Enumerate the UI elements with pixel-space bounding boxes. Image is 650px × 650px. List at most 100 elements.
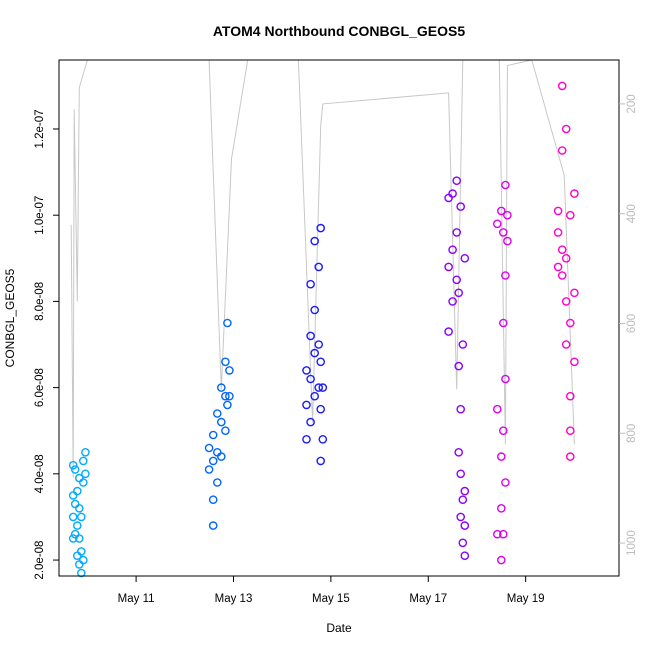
data-point bbox=[557, 271, 567, 280]
y-tick-label: 8.0e-08 bbox=[34, 282, 46, 321]
y-tick-label: 2.0e-08 bbox=[34, 541, 46, 580]
data-point bbox=[70, 499, 80, 509]
data-point bbox=[448, 245, 457, 254]
data-point bbox=[503, 236, 512, 246]
data-point bbox=[452, 275, 462, 285]
data-point bbox=[77, 512, 86, 522]
data-point bbox=[314, 340, 324, 349]
data-point bbox=[225, 366, 234, 375]
data-point bbox=[208, 456, 218, 466]
data-point bbox=[75, 560, 84, 569]
data-points-layer bbox=[68, 81, 579, 578]
data-point bbox=[454, 361, 464, 371]
data-point bbox=[68, 491, 78, 500]
data-point bbox=[452, 176, 462, 185]
data-point bbox=[302, 400, 311, 410]
data-point bbox=[496, 206, 506, 216]
data-point bbox=[496, 555, 506, 565]
data-point bbox=[561, 124, 571, 134]
data-point bbox=[212, 409, 222, 418]
data-point bbox=[77, 547, 86, 556]
data-point bbox=[448, 189, 457, 198]
data-point bbox=[302, 434, 311, 444]
data-point bbox=[221, 426, 230, 436]
data-point bbox=[310, 391, 320, 401]
right-tick-label: 1000 bbox=[626, 530, 638, 556]
data-point bbox=[460, 521, 470, 530]
data-point bbox=[208, 521, 218, 530]
data-point bbox=[73, 486, 82, 496]
data-point bbox=[456, 469, 466, 479]
data-point bbox=[316, 456, 326, 466]
data-point bbox=[566, 210, 575, 220]
data-point bbox=[553, 262, 563, 272]
x-tick-label: May 11 bbox=[118, 593, 155, 605]
data-point bbox=[458, 495, 468, 505]
y-tick-label: 1.2e-07 bbox=[34, 109, 46, 148]
data-point bbox=[498, 228, 508, 237]
right-axis: 200 400 600 800 1000 bbox=[619, 94, 638, 556]
data-point bbox=[79, 555, 88, 565]
data-point bbox=[458, 538, 468, 548]
data-point bbox=[221, 357, 230, 367]
data-point bbox=[306, 374, 315, 384]
data-point bbox=[452, 228, 462, 237]
data-point bbox=[212, 478, 222, 487]
x-axis: May 11 May 13 May 15 May 17 May 19 bbox=[118, 575, 545, 605]
data-point bbox=[498, 318, 508, 328]
data-point bbox=[223, 400, 232, 410]
data-point bbox=[496, 503, 506, 513]
data-point bbox=[204, 443, 214, 453]
y-tick-label: 1.0e-07 bbox=[34, 196, 46, 235]
data-point bbox=[566, 426, 575, 436]
data-point bbox=[68, 534, 78, 543]
data-point bbox=[68, 460, 78, 470]
altitude-trace bbox=[70, 59, 575, 478]
data-point bbox=[498, 426, 508, 436]
data-point bbox=[314, 383, 324, 392]
data-point bbox=[221, 391, 230, 401]
data-point bbox=[501, 374, 510, 384]
data-point bbox=[444, 327, 453, 336]
y-tick-label: 4.0e-08 bbox=[34, 454, 46, 493]
data-point bbox=[492, 529, 502, 539]
data-point bbox=[501, 478, 510, 487]
data-point bbox=[460, 551, 470, 561]
data-point bbox=[454, 447, 464, 457]
data-point bbox=[570, 189, 579, 198]
y-axis-label: CONBGL_GEOS5 bbox=[3, 268, 17, 367]
data-point bbox=[306, 331, 315, 341]
data-point bbox=[75, 534, 84, 543]
data-point bbox=[566, 391, 575, 401]
data-point bbox=[306, 417, 315, 427]
data-point bbox=[458, 340, 468, 349]
data-point bbox=[553, 206, 563, 216]
x-tick-label: May 13 bbox=[215, 593, 253, 605]
data-point bbox=[216, 383, 226, 392]
x-tick-label: May 15 bbox=[312, 593, 350, 605]
data-point bbox=[216, 417, 226, 427]
data-point bbox=[216, 452, 226, 461]
data-point bbox=[561, 297, 571, 306]
data-point bbox=[557, 146, 567, 155]
data-point bbox=[492, 219, 502, 229]
data-point bbox=[310, 348, 320, 358]
right-tick-label: 600 bbox=[626, 314, 638, 333]
data-point bbox=[503, 210, 512, 220]
data-point bbox=[316, 223, 326, 233]
data-point bbox=[553, 228, 563, 237]
data-point bbox=[225, 391, 234, 401]
chart-title: ATOM4 Northbound CONBGL_GEOS5 bbox=[213, 23, 465, 39]
data-point bbox=[566, 318, 575, 328]
y-tick-label: 6.0e-08 bbox=[34, 368, 46, 407]
data-point bbox=[557, 245, 567, 254]
data-point bbox=[448, 297, 457, 306]
data-point bbox=[460, 253, 470, 263]
data-point bbox=[561, 340, 571, 349]
data-point bbox=[310, 236, 320, 246]
data-point bbox=[496, 452, 506, 461]
data-point bbox=[460, 486, 470, 496]
data-point bbox=[318, 434, 328, 444]
right-tick-label: 800 bbox=[626, 424, 638, 443]
data-point bbox=[310, 305, 320, 315]
